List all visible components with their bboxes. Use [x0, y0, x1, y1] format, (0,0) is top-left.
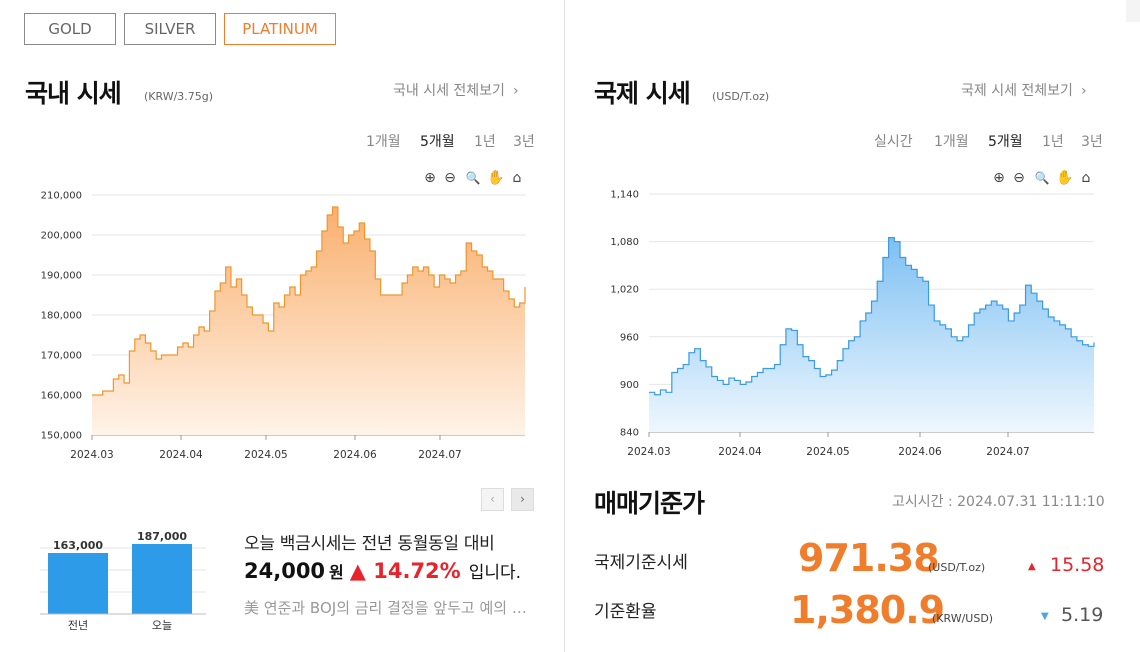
- news-headline-link[interactable]: 美 연준과 BOJ의 금리 결정을 앞두고 예의 주시: [244, 599, 534, 617]
- hand-pan-icon[interactable]: ✋: [1056, 170, 1074, 186]
- series-line: [92, 206, 526, 396]
- y-tick-label: 150,000: [41, 431, 82, 442]
- period-tab[interactable]: 1년: [474, 134, 496, 150]
- triangle-up-icon: ▲: [1028, 561, 1036, 572]
- x-tick-label: 2024.04: [159, 449, 203, 461]
- intl-price-chart: 840 900 960 1,020 1,080 1,140 2024.03 2024.04 20…: [610, 190, 1095, 458]
- compare-tail: 입니다.: [468, 563, 522, 583]
- zoom-in-icon[interactable]: ⊕: [424, 170, 436, 186]
- period-tab[interactable]: 5개월: [988, 134, 1023, 150]
- row-change: 5.19: [1061, 604, 1104, 626]
- compare-won: 원: [329, 563, 344, 582]
- y-tick-label: 210,000: [41, 191, 82, 202]
- row-value: 1,380.9: [790, 588, 945, 632]
- period-tab[interactable]: 1년: [1042, 134, 1064, 150]
- y-tick-label: 900: [620, 380, 639, 391]
- x-tick-label: 2024.04: [718, 446, 762, 458]
- base-price-title: 매매기준가: [594, 489, 705, 518]
- period-tab[interactable]: 1개월: [366, 134, 401, 150]
- tab-platinum[interactable]: PLATINUM: [224, 13, 336, 45]
- intl-title: 국제 시세: [594, 79, 691, 108]
- bar-category-label: 오늘: [152, 619, 172, 632]
- scrollbar[interactable]: [1126, 0, 1140, 22]
- magnifier-icon[interactable]: 🔍: [465, 171, 481, 185]
- intl-more-label: 국제 시세 전체보기: [961, 83, 1073, 99]
- domestic-price-chart: 150,000 160,000 170,000 180,000 190,000 200,0…: [41, 191, 526, 461]
- bar-category-label: 전년: [68, 619, 88, 632]
- series-line: [649, 237, 1095, 396]
- year-comparison-bar-chart: 163,000 전년 187,000 오늘: [40, 530, 206, 632]
- compare-line: 오늘 백금시세는 전년 동월동일 대비: [244, 534, 495, 554]
- domestic-unit: (KRW/3.75g): [144, 90, 214, 103]
- y-tick-label: 160,000: [41, 391, 82, 402]
- chevron-right-icon: ›: [1080, 83, 1087, 99]
- x-tick-label: 2024.05: [244, 449, 287, 461]
- zoom-out-icon[interactable]: ⊖: [444, 170, 456, 186]
- period-tab[interactable]: 5개월: [420, 134, 455, 150]
- zoom-in-icon[interactable]: ⊕: [993, 170, 1005, 186]
- row-value: 971.38: [798, 536, 940, 580]
- home-icon[interactable]: ⌂: [1081, 170, 1091, 186]
- compare-amount: 24,000: [244, 559, 326, 583]
- magnifier-icon[interactable]: 🔍: [1034, 171, 1050, 185]
- x-tick-label: 2024.06: [898, 446, 942, 458]
- x-tick-label: 2024.07: [986, 446, 1029, 458]
- home-icon[interactable]: ⌂: [512, 170, 522, 186]
- period-tab[interactable]: 3년: [513, 134, 535, 150]
- x-tick-label: 2024.03: [70, 449, 113, 461]
- period-tab[interactable]: 3년: [1081, 134, 1103, 150]
- x-tick-label: 2024.07: [418, 449, 461, 461]
- chevron-right-icon: ›: [512, 83, 519, 99]
- y-tick-label: 1,080: [610, 237, 639, 248]
- y-tick-label: 1,140: [610, 190, 639, 201]
- row-label: 기준환율: [594, 602, 657, 622]
- domestic-more-link[interactable]: 국내 시세 전체보기 ›: [393, 80, 519, 100]
- row-unit: (KRW/USD): [932, 612, 994, 625]
- row-change: 15.58: [1050, 554, 1105, 576]
- tab-gold[interactable]: GOLD: [24, 13, 116, 45]
- y-tick-label: 190,000: [41, 271, 82, 282]
- area-fill: [649, 237, 1094, 432]
- pager-prev-button[interactable]: ‹: [481, 488, 504, 511]
- y-tick-label: 1,020: [610, 285, 639, 296]
- zoom-out-icon[interactable]: ⊖: [1013, 170, 1025, 186]
- y-tick-label: 170,000: [41, 351, 82, 362]
- y-tick-label: 960: [620, 332, 639, 343]
- x-tick-label: 2024.05: [806, 446, 849, 458]
- area-fill: [92, 207, 525, 435]
- base-price-time: 고시시간 : 2024.07.31 11:11:10: [892, 494, 1105, 510]
- compare-change: ▲ 14.72%: [349, 559, 461, 583]
- compare-amount-line: 24,000 원 ▲ 14.72% 입니다.: [244, 558, 521, 583]
- pager-next-button[interactable]: ›: [511, 488, 534, 511]
- row-unit: (USD/T.oz): [928, 561, 986, 574]
- bar-value-label: 187,000: [137, 530, 187, 543]
- row-label: 국제기준시세: [594, 553, 688, 573]
- period-tab[interactable]: 실시간: [874, 134, 913, 150]
- y-tick-label: 180,000: [41, 311, 82, 322]
- triangle-down-icon: ▼: [1041, 611, 1049, 622]
- bar-value-label: 163,000: [53, 539, 103, 552]
- intl-unit: (USD/T.oz): [712, 90, 770, 103]
- domestic-more-label: 국내 시세 전체보기: [393, 83, 505, 99]
- y-tick-label: 200,000: [41, 231, 82, 242]
- bar: [48, 552, 108, 614]
- tab-silver[interactable]: SILVER: [124, 13, 216, 45]
- period-tab[interactable]: 1개월: [934, 134, 969, 150]
- x-tick-label: 2024.06: [333, 449, 377, 461]
- bar: [132, 544, 192, 614]
- hand-pan-icon[interactable]: ✋: [487, 170, 505, 186]
- domestic-title: 국내 시세: [25, 79, 122, 108]
- panel-divider: [564, 0, 565, 652]
- x-tick-label: 2024.03: [627, 446, 670, 458]
- intl-more-link[interactable]: 국제 시세 전체보기 ›: [961, 80, 1087, 100]
- y-tick-label: 840: [620, 428, 639, 439]
